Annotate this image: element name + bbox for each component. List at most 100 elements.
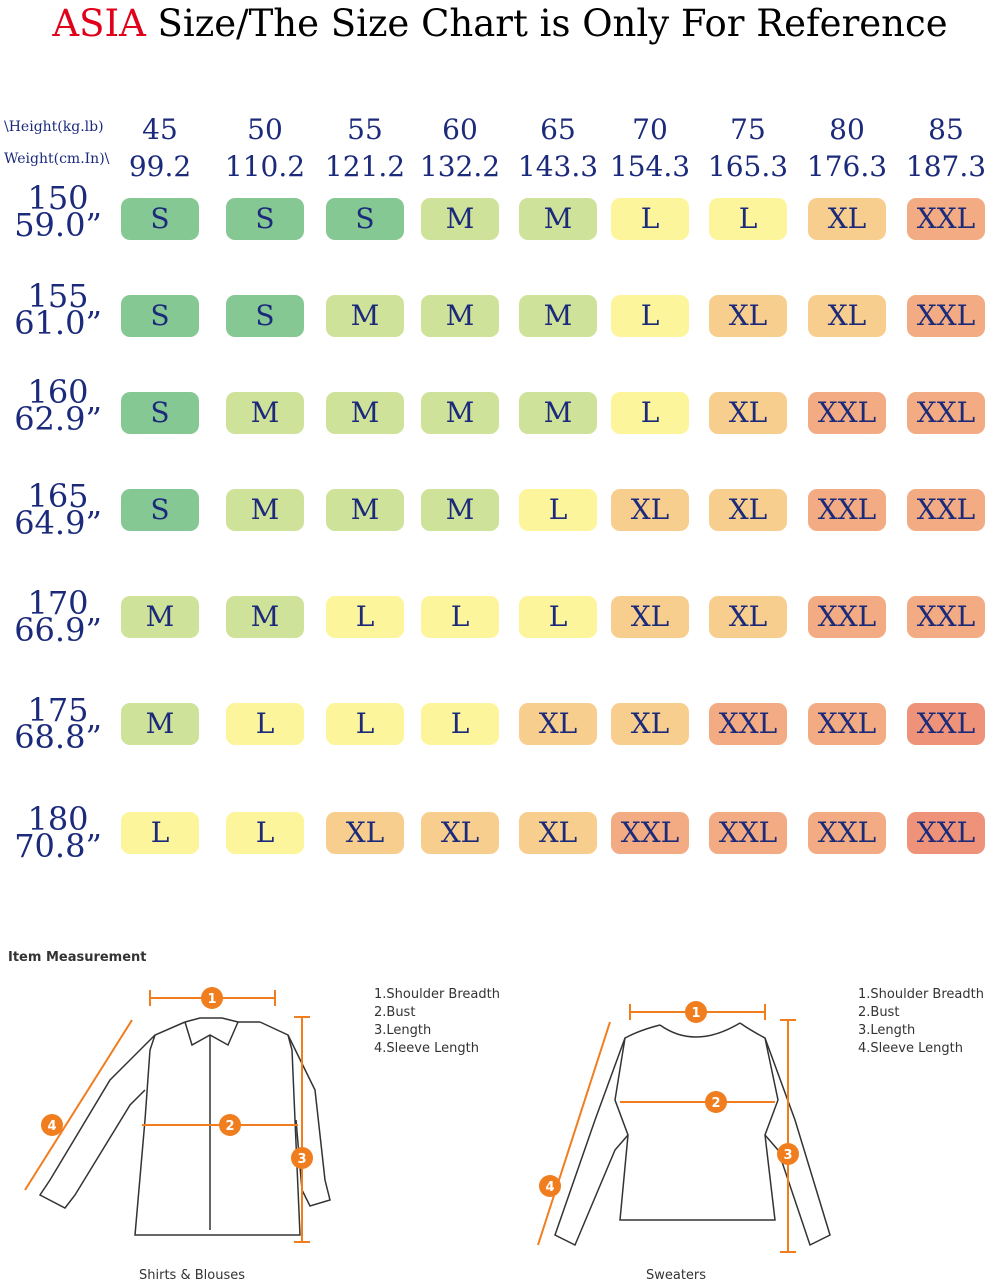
size-cell: XXL xyxy=(808,392,886,434)
legend-item: 3.Length xyxy=(858,1023,916,1038)
size-cell: M xyxy=(519,295,597,337)
size-cell: XXL xyxy=(808,812,886,854)
size-cell: XXL xyxy=(907,295,985,337)
weight-lb-header: 176.3 xyxy=(806,150,888,183)
size-cell: XXL xyxy=(808,489,886,531)
size-cell: XXL xyxy=(907,198,985,240)
size-cell: XXL xyxy=(907,596,985,638)
size-cell: M xyxy=(519,198,597,240)
legend-item: 3.Length xyxy=(374,1023,432,1038)
height-cm: 175 xyxy=(27,691,89,729)
svg-text:4: 4 xyxy=(545,1180,554,1195)
svg-text:4: 4 xyxy=(47,1119,56,1134)
size-cell: XXL xyxy=(709,703,787,745)
caption-shirts: Shirts & Blouses xyxy=(139,1268,245,1283)
height-cm: 160 xyxy=(27,373,89,411)
weight-lb-header: 154.3 xyxy=(609,150,691,183)
height-cm: 155 xyxy=(27,277,89,315)
marker-1-icon: 1 xyxy=(201,987,223,1009)
size-cell: L xyxy=(611,295,689,337)
caption-sweaters: Sweaters xyxy=(645,1268,707,1283)
size-cell: L xyxy=(519,489,597,531)
marker-3-icon: 3 xyxy=(291,1147,313,1169)
height-cm: 150 xyxy=(27,179,89,217)
size-cell: XL xyxy=(709,295,787,337)
size-cell: M xyxy=(226,596,304,638)
size-cell: XL xyxy=(808,295,886,337)
weight-lb-header: 110.2 xyxy=(224,150,306,183)
weight-header-label: Weight(cm.In)\ xyxy=(4,151,110,167)
size-cell: M xyxy=(421,198,499,240)
size-cell: M xyxy=(326,295,404,337)
height-in: 62.9” xyxy=(14,400,102,438)
size-cell: L xyxy=(326,703,404,745)
legend-item: 1.Shoulder Breadth xyxy=(858,987,984,1002)
size-cell: S xyxy=(121,295,199,337)
size-cell: M xyxy=(421,392,499,434)
size-cell: XXL xyxy=(611,812,689,854)
size-cell: XL xyxy=(709,392,787,434)
sweater-diagram: 1 2 3 4 xyxy=(537,1001,831,1253)
item-measurement-title: Item Measurement xyxy=(8,950,147,965)
size-cell: XL xyxy=(808,198,886,240)
size-cell: L xyxy=(611,392,689,434)
weight-kg-header: 45 xyxy=(142,113,178,146)
height-row-label: 165 64.9” xyxy=(4,477,112,542)
title-text: Size/The Size Chart is Only For Referenc… xyxy=(145,2,948,45)
size-cell: L xyxy=(226,703,304,745)
height-row-label: 180 70.8” xyxy=(4,803,112,865)
weight-kg-header: 50 xyxy=(247,113,283,146)
legend-item: 4.Sleeve Length xyxy=(374,1041,479,1056)
height-row-label: 160 62.9” xyxy=(4,373,112,438)
weight-kg-header: 80 xyxy=(829,113,865,146)
weight-kg-header: 85 xyxy=(928,113,964,146)
size-cell: M xyxy=(226,392,304,434)
weight-kg-header: 65 xyxy=(540,113,576,146)
weight-lb-header: 143.3 xyxy=(517,150,599,183)
size-cell: XL xyxy=(709,489,787,531)
size-cell: L xyxy=(121,812,199,854)
height-in: 64.9” xyxy=(14,504,102,542)
size-cell: S xyxy=(326,198,404,240)
height-header-label: \Height(kg.lb) xyxy=(4,119,104,135)
height-in: 66.9” xyxy=(14,611,102,649)
size-cell: L xyxy=(611,198,689,240)
size-cell: XXL xyxy=(907,489,985,531)
size-cell: M xyxy=(519,392,597,434)
height-cm: 170 xyxy=(27,584,89,622)
legend-item: 4.Sleeve Length xyxy=(858,1041,963,1056)
weight-lb-header: 132.2 xyxy=(419,150,501,183)
height-in: 70.8” xyxy=(14,827,102,865)
size-cell: XL xyxy=(326,812,404,854)
height-cm: 165 xyxy=(27,477,89,515)
size-cell: XL xyxy=(709,596,787,638)
height-row-label: 170 66.9” xyxy=(4,584,112,649)
legend-item: 2.Bust xyxy=(374,1005,416,1020)
weight-kg-header: 75 xyxy=(730,113,766,146)
marker-4-icon: 4 xyxy=(41,1114,63,1136)
size-cell: XL xyxy=(611,596,689,638)
weight-kg-header: 60 xyxy=(442,113,478,146)
size-cell: XXL xyxy=(709,812,787,854)
height-row-label: 175 68.8” xyxy=(4,691,112,753)
size-cell: XXL xyxy=(907,812,985,854)
weight-kg-header: 70 xyxy=(632,113,668,146)
weight-lb-header: 187.3 xyxy=(905,150,987,183)
shirt-diagram: 1 2 3 4 xyxy=(24,987,331,1243)
size-cell: XL xyxy=(611,489,689,531)
weight-lb-header: 99.2 xyxy=(128,150,192,183)
size-cell: S xyxy=(226,295,304,337)
size-cell: L xyxy=(421,703,499,745)
weight-lb-header: 165.3 xyxy=(707,150,789,183)
svg-text:3: 3 xyxy=(783,1148,792,1163)
svg-text:1: 1 xyxy=(691,1006,700,1021)
size-cell: M xyxy=(121,703,199,745)
legend-right: 1.Shoulder Breadth 2.Bust 3.Length 4.Sle… xyxy=(858,986,984,1058)
size-cell: M xyxy=(121,596,199,638)
legend-item: 2.Bust xyxy=(858,1005,900,1020)
size-cell: L xyxy=(421,596,499,638)
size-cell: XL xyxy=(519,812,597,854)
marker-3-icon: 3 xyxy=(777,1143,799,1165)
marker-2-icon: 2 xyxy=(219,1114,241,1136)
svg-text:2: 2 xyxy=(225,1119,234,1134)
